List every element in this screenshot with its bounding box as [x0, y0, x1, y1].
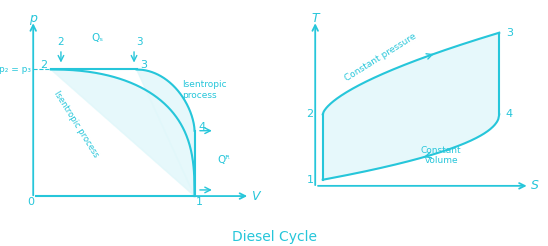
- Text: Qᴿ: Qᴿ: [217, 155, 230, 165]
- Text: T: T: [311, 12, 319, 25]
- Text: Diesel Cycle: Diesel Cycle: [231, 230, 317, 244]
- Text: Isentropic
process: Isentropic process: [182, 80, 226, 100]
- Text: p₂ = p₃: p₂ = p₃: [0, 65, 31, 74]
- Text: 3: 3: [136, 37, 143, 47]
- Text: p: p: [29, 12, 37, 25]
- Text: 2: 2: [306, 109, 314, 119]
- Text: 3: 3: [506, 28, 513, 38]
- Text: 2: 2: [39, 60, 47, 70]
- Text: Constant pressure: Constant pressure: [344, 31, 418, 83]
- Text: 0: 0: [27, 197, 34, 207]
- Text: Qₛ: Qₛ: [92, 33, 104, 43]
- Polygon shape: [323, 33, 499, 180]
- Text: 3: 3: [141, 60, 147, 70]
- Text: 1: 1: [307, 175, 313, 185]
- Text: 1: 1: [196, 197, 203, 207]
- Text: Isentropic process: Isentropic process: [52, 90, 100, 159]
- Text: S: S: [530, 179, 539, 192]
- Text: 2: 2: [57, 37, 64, 47]
- Text: 4: 4: [506, 109, 513, 119]
- Text: Constant
volume: Constant volume: [421, 146, 461, 165]
- Polygon shape: [51, 69, 195, 196]
- Text: V: V: [251, 190, 259, 202]
- Text: 4: 4: [198, 122, 206, 132]
